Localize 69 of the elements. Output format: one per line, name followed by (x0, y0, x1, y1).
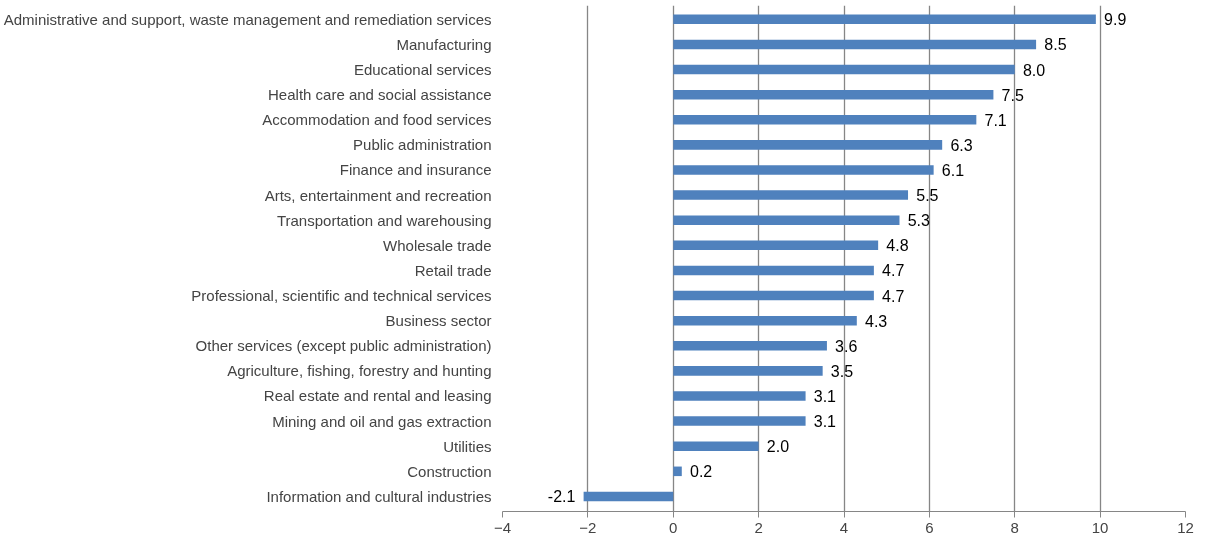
y-tick-label: Mining and oil and gas extraction (272, 412, 492, 430)
x-tick-label: −2 (579, 518, 597, 536)
bar (583, 491, 674, 502)
data-label: 5.5 (916, 187, 939, 205)
data-label: 8.0 (1022, 61, 1046, 79)
y-tick-label: Agriculture, fishing, forestry and hunting (227, 362, 492, 380)
bar (673, 240, 879, 251)
bar (673, 366, 823, 376)
bar (673, 14, 1096, 25)
data-label: 3.6 (835, 337, 858, 355)
bar (673, 290, 874, 301)
data-label: 4.8 (886, 237, 909, 255)
y-tick-label: Administrative and support, waste management and remediation services (3, 10, 492, 28)
y-tick-label: Health care and social assistance (268, 86, 492, 104)
y-tick-label: Real estate and rental and leasing (263, 387, 492, 405)
x-tick-label: 8 (1010, 518, 1019, 536)
y-tick-label: Finance and insurance (339, 161, 492, 179)
data-label: 9.9 (1104, 11, 1127, 29)
data-label: 6.1 (941, 161, 965, 179)
y-tick-label: Business sector (385, 312, 492, 330)
bar (673, 466, 682, 477)
data-label: 4.3 (865, 312, 888, 330)
y-tick-label: Educational services (353, 61, 492, 79)
x-tick-label: 4 (839, 518, 849, 536)
data-label: 5.3 (907, 212, 931, 230)
y-tick-label: Utilities (443, 437, 492, 455)
data-label: 3.1 (813, 387, 837, 405)
y-tick-label: Public administration (353, 136, 492, 154)
data-label: 3.1 (813, 413, 837, 431)
data-label: 6.3 (950, 136, 973, 154)
data-label: 8.5 (1044, 36, 1067, 54)
data-label: 4.7 (882, 287, 905, 305)
y-tick-label: Manufacturing (396, 35, 492, 53)
bar (673, 89, 994, 100)
y-tick-label: Wholesale trade (383, 236, 492, 254)
data-label: 0.2 (689, 463, 713, 481)
data-label: 7.1 (984, 111, 1007, 129)
x-tick-label: 10 (1091, 518, 1109, 536)
data-label: 2.0 (766, 438, 790, 456)
bar (673, 215, 900, 225)
bar (673, 391, 806, 401)
bar (673, 265, 874, 276)
bar (673, 416, 806, 426)
data-label: 4.7 (882, 262, 905, 280)
bar (673, 39, 1037, 50)
x-tick-label: 12 (1177, 518, 1194, 536)
data-label: 3.5 (830, 362, 854, 380)
y-tick-label: Arts, entertainment and recreation (264, 186, 492, 204)
x-tick-label: −4 (493, 518, 512, 536)
bar (673, 340, 827, 351)
y-tick-label: Professional, scientific and technical services (191, 287, 492, 305)
y-tick-label: Construction (407, 462, 492, 480)
y-tick-label: Retail trade (414, 261, 492, 279)
x-tick-label: 6 (925, 518, 934, 536)
bar (673, 140, 943, 150)
x-tick-label: 2 (754, 518, 763, 536)
y-tick-label: Other services (except public administration) (195, 337, 492, 355)
y-tick-label: Information and cultural industries (266, 487, 492, 505)
x-tick-label: 0 (669, 518, 678, 536)
data-label: -2.1 (547, 488, 576, 506)
bar (673, 64, 1015, 75)
data-label: 7.5 (1001, 86, 1024, 104)
bar (673, 114, 977, 125)
y-tick-label: Accommodation and food services (262, 111, 492, 129)
bar (673, 441, 759, 451)
bar (673, 190, 909, 200)
bar (673, 315, 857, 326)
y-tick-label: Transportation and warehousing (276, 211, 492, 229)
bar (673, 165, 934, 175)
